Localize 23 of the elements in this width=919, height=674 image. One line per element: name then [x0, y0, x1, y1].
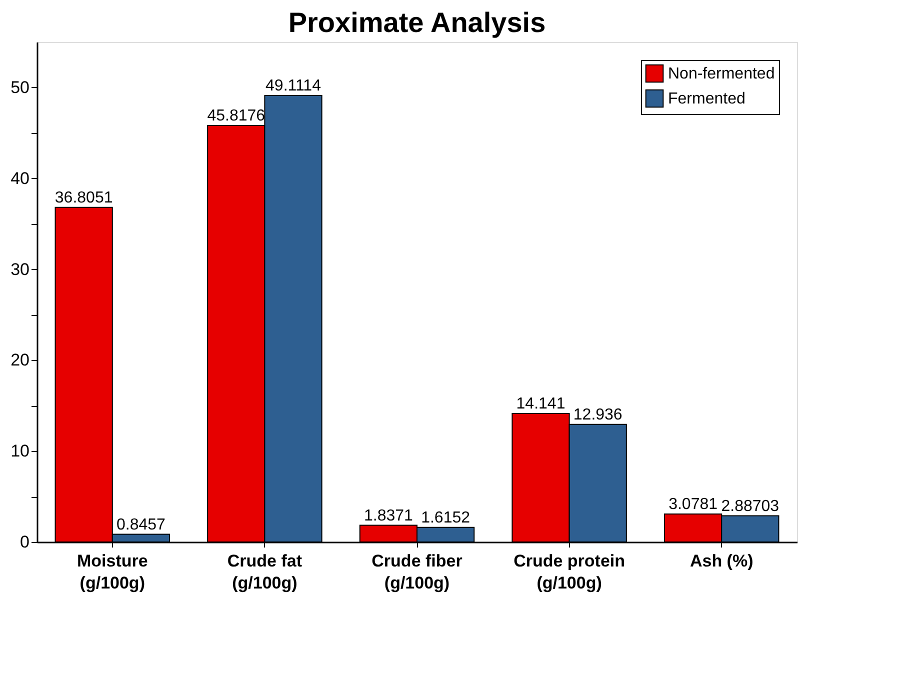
data-label: 1.8371 — [364, 507, 414, 524]
x-tick-label: Crude protein (g/100g) — [514, 552, 626, 592]
y-tick-label: 50 — [10, 78, 30, 97]
x-tick-label: Crude fat (g/100g) — [227, 552, 302, 592]
data-label: 2.88703 — [721, 498, 780, 515]
data-label: 12.936 — [573, 406, 622, 424]
data-label: 0.8457 — [116, 516, 166, 534]
y-tick-label: 30 — [10, 260, 30, 279]
chart-title: Proximate Analysis — [288, 7, 546, 38]
x-tick-label: Crude fiber (g/100g) — [372, 552, 463, 592]
data-label: 14.141 — [516, 395, 566, 412]
y-tick-label: 10 — [10, 442, 30, 461]
data-label: 3.0781 — [668, 496, 718, 514]
y-tick-label: 0 — [20, 532, 30, 552]
x-tick-label: Ash (%) — [690, 552, 754, 570]
y-tick-label: 40 — [10, 168, 30, 188]
data-label: 1.6152 — [421, 509, 470, 526]
data-label: 49.1114 — [266, 78, 322, 95]
x-tick-label: Moisture (g/100g) — [76, 552, 148, 592]
data-label: 36.8051 — [54, 189, 113, 206]
y-tick-label: 20 — [10, 350, 30, 370]
legend-label: Non-fermented — [668, 66, 775, 82]
legend-label: Fermented — [668, 90, 746, 108]
